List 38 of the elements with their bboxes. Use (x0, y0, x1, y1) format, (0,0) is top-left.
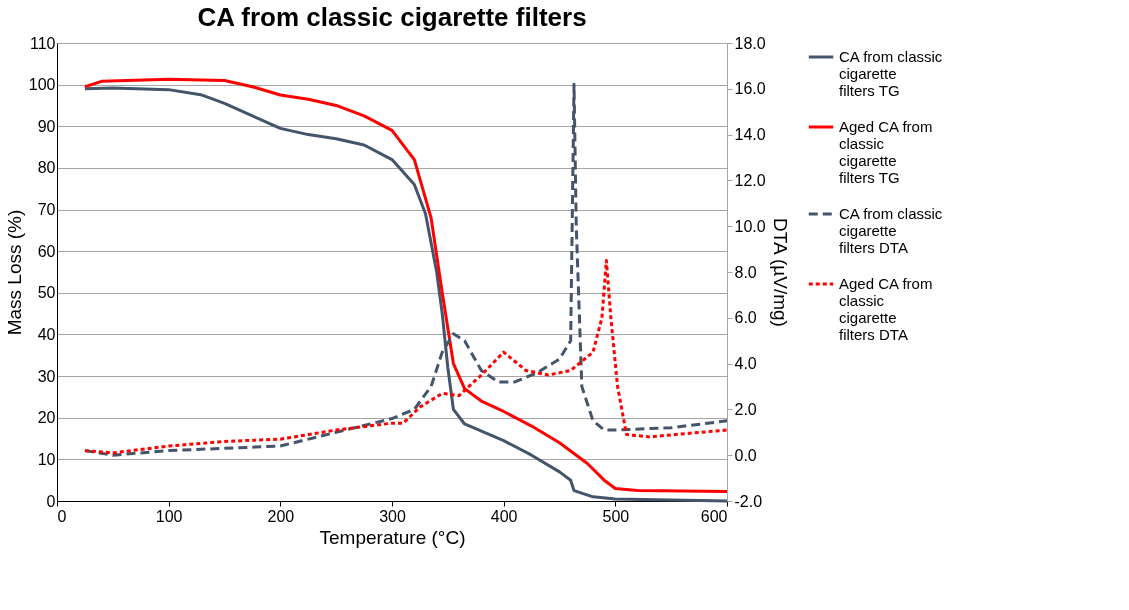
y-axis-title: Mass Loss (%) (3, 209, 25, 336)
x-tick-label: 300 (379, 507, 406, 525)
y-tick-label: 90 (37, 117, 56, 135)
y-tick-label: 40 (37, 325, 56, 343)
y2-tick-label: 14.0 (734, 126, 766, 144)
x-tick-label: 400 (490, 507, 518, 525)
y2-tick-label: 2.0 (734, 400, 757, 418)
y2-tick-label: 12.0 (734, 171, 766, 189)
y-tick-label: 70 (37, 201, 56, 219)
y2-tick-label: 4.0 (734, 355, 757, 373)
legend-label: CA from classic cigarette filters DTA (839, 205, 943, 256)
y-tick-label: 100 (28, 76, 56, 94)
y-tick-label: 0 (46, 492, 56, 510)
y2-tick-label: 10.0 (734, 217, 766, 235)
y-tick-label: 60 (37, 242, 56, 260)
x-tick-label: 600 (700, 507, 728, 525)
legend-label: Aged CA from classic cigarette filters DTA (839, 275, 933, 343)
x-tick-label: 0 (57, 507, 67, 525)
y-tick-label: 20 (37, 409, 56, 427)
y2-tick-label: 0.0 (734, 446, 757, 464)
y-tick-label: 110 (29, 34, 56, 52)
y2-tick-label: -2.0 (734, 492, 763, 510)
y2-tick-label: 8.0 (734, 263, 757, 281)
y-tick-label: 30 (37, 367, 56, 385)
x-tick-label: 100 (155, 507, 183, 525)
y2-tick-label: 18.0 (734, 34, 766, 52)
x-axis-title: Temperature (°C) (319, 526, 466, 548)
y2-tick-label: 6.0 (734, 309, 757, 327)
y-tick-label: 50 (37, 284, 56, 302)
y-tick-label: 80 (37, 159, 56, 177)
legend-label: CA from classic cigarette filters TG (839, 48, 943, 99)
legend-label: Aged CA from classic cigarette filters TG (839, 118, 933, 186)
y-tick-label: 10 (37, 450, 56, 468)
y2-tick-label: 16.0 (734, 80, 766, 98)
y2-axis-title: DTA (µV/mg) (769, 218, 791, 327)
chart-title: CA from classic cigarette filters (197, 2, 587, 32)
x-tick-label: 200 (267, 507, 295, 525)
x-tick-label: 500 (602, 507, 630, 525)
